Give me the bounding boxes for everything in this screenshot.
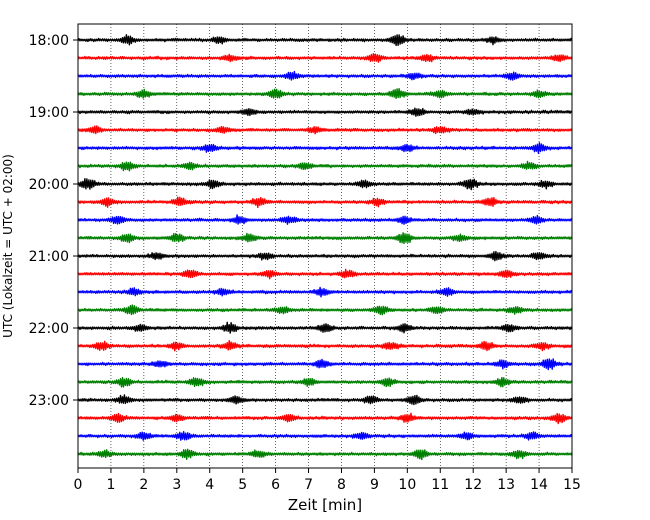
y-tick-label: 22:00	[29, 321, 69, 337]
x-tick-label: 14	[530, 477, 548, 493]
x-tick-label: 4	[205, 477, 214, 493]
x-tick-label: 6	[271, 477, 280, 493]
x-tick-label: 0	[74, 477, 83, 493]
plot-frame	[77, 23, 573, 469]
trace-2115	[77, 268, 573, 280]
x-tick-label: 2	[139, 477, 148, 493]
x-tick-label: 1	[106, 477, 115, 493]
trace-1845	[77, 87, 573, 99]
y-tick-label: 23:00	[29, 393, 69, 409]
trace-2015	[77, 196, 573, 209]
y-axis: 18:00 19:00 20:00 21:00 22:00 23:00	[29, 33, 78, 409]
trace-2000	[77, 177, 573, 191]
x-tick-label: 5	[238, 477, 247, 493]
y-tick-label: 19:00	[29, 105, 69, 121]
vertical-grid	[110, 24, 540, 468]
x-tick-label: 12	[464, 477, 482, 493]
trace-2230	[77, 358, 573, 371]
trace-layer	[77, 34, 573, 461]
x-tick-label: 11	[431, 477, 449, 493]
trace-2300	[77, 394, 573, 406]
trace-2145	[77, 304, 573, 316]
trace-2030	[77, 214, 573, 225]
y-tick-label: 18:00	[29, 33, 69, 49]
trace-2215	[77, 339, 573, 352]
trace-1915	[77, 125, 573, 135]
trace-2345	[77, 448, 573, 461]
trace-1815	[77, 53, 573, 63]
x-tick-label: 15	[563, 477, 581, 493]
y-tick-label: 20:00	[29, 177, 69, 193]
y-tick-label: 21:00	[29, 249, 69, 265]
x-tick-label: 10	[398, 477, 416, 493]
y-axis-label: UTC (Lokalzeit = UTC + 02:00)	[1, 154, 15, 338]
x-tick-label: 13	[497, 477, 515, 493]
x-tick-label: 7	[304, 477, 313, 493]
trace-2245	[77, 376, 573, 388]
x-tick-label: 9	[370, 477, 379, 493]
trace-1830	[77, 70, 573, 81]
x-axis-label: Zeit [min]	[288, 496, 362, 514]
trace-2130	[77, 286, 573, 298]
trace-2045	[77, 232, 573, 245]
trace-1800	[77, 34, 573, 47]
trace-1945	[77, 160, 573, 172]
x-tick-label: 3	[172, 477, 181, 493]
trace-2200	[77, 321, 573, 334]
trace-2315	[77, 412, 573, 425]
x-axis: 0 1 2 3 4 5 6 7 8 9 10 11 12 13 14 15	[74, 468, 581, 493]
x-tick-label: 8	[337, 477, 346, 493]
trace-2100	[77, 250, 573, 262]
trace-2330	[77, 430, 573, 441]
trace-1930	[77, 142, 573, 155]
trace-1900	[77, 107, 573, 117]
